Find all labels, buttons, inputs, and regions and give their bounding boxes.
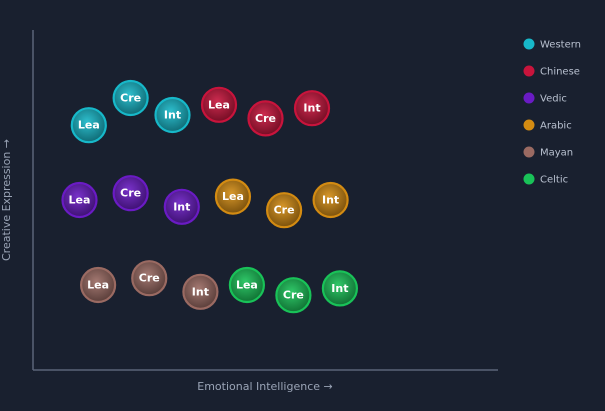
bubble-label: Int xyxy=(331,282,348,295)
legend-item-celtic[interactable]: Celtic xyxy=(523,173,569,186)
bubble-label: Lea xyxy=(69,194,91,207)
bubble-label: Int xyxy=(173,200,190,213)
bubble-marker xyxy=(163,188,200,225)
bubble-marker xyxy=(247,100,284,137)
data-point-chinese-int: Int xyxy=(293,90,331,127)
bubble-label: Int xyxy=(303,102,320,115)
bubble-marker xyxy=(312,181,349,219)
legend-swatch xyxy=(523,65,535,77)
data-point-arabic-lea: Lea xyxy=(214,178,252,215)
bubble-label: Int xyxy=(322,194,339,207)
bubble-label: Lea xyxy=(236,279,258,292)
data-point-celtic-lea: Lea xyxy=(228,266,265,304)
bubble-marker xyxy=(131,260,168,297)
data-point-chinese-cre: Cre xyxy=(247,100,284,137)
legend-item-chinese[interactable]: Chinese xyxy=(523,65,580,78)
bubble-marker xyxy=(112,79,149,117)
legend: Western Chinese Vedic Arabic Mayan Celtic xyxy=(523,38,582,186)
axes: Emotional Intelligence → Creative Expres… xyxy=(0,30,498,393)
bubble-label: Lea xyxy=(222,190,244,203)
legend-item-arabic[interactable]: Arabic xyxy=(523,119,572,132)
legend-item-vedic[interactable]: Vedic xyxy=(523,92,567,105)
data-point-arabic-int: Int xyxy=(312,181,349,219)
bubble-marker xyxy=(275,277,312,314)
bubble-marker xyxy=(293,90,331,127)
bubble-label: Cre xyxy=(255,112,276,125)
legend-swatch xyxy=(523,92,535,104)
data-point-arabic-cre: Cre xyxy=(266,192,303,229)
bubble-label: Int xyxy=(192,285,209,298)
bubble-marker xyxy=(154,96,191,134)
legend-item-western[interactable]: Western xyxy=(523,38,582,51)
bubble-marker xyxy=(200,86,238,123)
bubble-label: Cre xyxy=(120,92,141,105)
bubble-marker xyxy=(70,107,107,144)
data-point-celtic-cre: Cre xyxy=(275,277,312,314)
bubble-label: Int xyxy=(164,109,181,122)
bubble-label: Cre xyxy=(274,204,295,217)
legend-label: Mayan xyxy=(540,148,573,159)
bubble-marker xyxy=(266,192,303,229)
y-axis-label: Creative Expression → xyxy=(0,139,13,261)
data-points: Lea Cre Int Lea Cre Int Lea Cre Int Lea Cre Int Lea C… xyxy=(61,79,358,314)
data-point-vedic-cre: Cre xyxy=(112,175,149,212)
data-point-mayan-int: Int xyxy=(182,273,219,310)
bubble-label: Cre xyxy=(120,187,141,200)
bubble-label: Cre xyxy=(283,289,304,302)
legend-label: Arabic xyxy=(540,121,572,132)
data-point-mayan-cre: Cre xyxy=(131,260,168,297)
data-point-western-cre: Cre xyxy=(112,79,149,117)
legend-label: Chinese xyxy=(540,67,580,78)
data-point-vedic-int: Int xyxy=(163,188,200,225)
legend-item-mayan[interactable]: Mayan xyxy=(523,146,574,159)
bubble-marker xyxy=(182,273,219,310)
legend-label: Celtic xyxy=(540,175,568,186)
bubble-marker xyxy=(214,178,252,215)
legend-label: Vedic xyxy=(540,94,567,105)
data-point-western-lea: Lea xyxy=(70,107,107,144)
bubble-label: Lea xyxy=(87,279,109,292)
data-point-celtic-int: Int xyxy=(321,270,358,307)
legend-swatch xyxy=(523,119,535,131)
data-point-chinese-lea: Lea xyxy=(200,86,238,123)
bubble-marker xyxy=(112,175,149,212)
legend-swatch xyxy=(523,146,535,158)
data-point-vedic-lea: Lea xyxy=(61,181,98,219)
bubble-marker xyxy=(321,270,358,307)
bubble-label: Cre xyxy=(139,272,160,285)
bubble-label: Lea xyxy=(208,98,230,111)
x-axis-label: Emotional Intelligence → xyxy=(197,380,332,393)
legend-swatch xyxy=(523,38,535,50)
bubble-marker xyxy=(79,266,117,304)
legend-swatch xyxy=(523,173,535,185)
bubble-label: Lea xyxy=(78,119,100,132)
bubble-marker xyxy=(228,266,265,304)
bubble-marker xyxy=(61,181,98,219)
data-point-western-int: Int xyxy=(154,96,191,134)
legend-label: Western xyxy=(540,40,581,51)
data-point-mayan-lea: Lea xyxy=(79,266,117,304)
